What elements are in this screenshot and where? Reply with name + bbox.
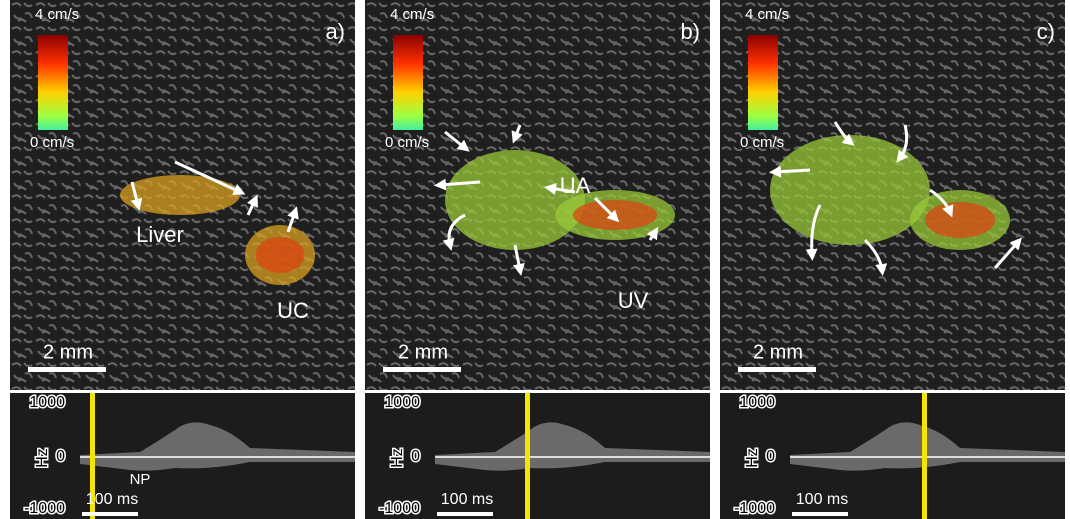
colorbar <box>38 35 68 130</box>
y-tick-label: -1000 <box>379 500 420 517</box>
annotation: UV <box>618 288 649 313</box>
colorbar-max-label: 4 cm/s <box>390 6 434 23</box>
colorbar-max-label: 4 cm/s <box>35 6 79 23</box>
time-cursor <box>525 393 530 519</box>
y-axis-label: Hz <box>744 448 761 468</box>
panel-label: a) <box>325 19 345 44</box>
annotation: Liver <box>136 222 184 247</box>
flow-region <box>445 150 585 250</box>
flow-region-fast <box>925 202 995 238</box>
y-axis-label: Hz <box>389 448 406 468</box>
time-bar <box>437 512 493 516</box>
flow-region <box>770 135 930 245</box>
scale-bar-label: 2 mm <box>753 341 803 363</box>
y-tick-label: 1000 <box>739 394 775 411</box>
colorbar-max-label: 4 cm/s <box>745 6 789 23</box>
panel: 4 cm/s 0 cm/s b) UA UV 2 mm 1000 0 -1000 Hz 100 ms <box>365 0 710 519</box>
panel: 4 cm/s 0 cm/s c) 2 mm 1000 0 -1000 Hz 100 ms <box>720 0 1065 519</box>
colorbar-min-label: 0 cm/s <box>740 134 784 151</box>
y-tick-label: -1000 <box>734 500 775 517</box>
time-bar <box>792 512 848 516</box>
time-bar-label: 100 ms <box>86 491 138 508</box>
panel-label: c) <box>1037 19 1055 44</box>
y-axis-label: Hz <box>34 448 51 468</box>
scale-bar-label: 2 mm <box>43 341 93 363</box>
colorbar-min-label: 0 cm/s <box>30 134 74 151</box>
colorbar-min-label: 0 cm/s <box>385 134 429 151</box>
spectrogram-annotation: NP <box>130 471 151 488</box>
figure: 4 cm/s 0 cm/s a) Liver UC 2 mm 1000 0 -1000 Hz NP 1… <box>0 0 1070 519</box>
flow-region-fast <box>573 200 657 230</box>
time-bar <box>82 512 138 516</box>
flow-region <box>120 175 240 215</box>
colorbar <box>393 35 423 130</box>
scale-bar <box>383 367 461 372</box>
time-bar-label: 100 ms <box>441 491 493 508</box>
scale-bar-label: 2 mm <box>398 341 448 363</box>
y-tick-label: 1000 <box>384 394 420 411</box>
panel: 4 cm/s 0 cm/s a) Liver UC 2 mm 1000 0 -1000 Hz NP 1… <box>10 0 355 519</box>
time-cursor <box>922 393 927 519</box>
y-tick-label: 0 <box>766 448 775 465</box>
scale-bar <box>28 367 106 372</box>
time-bar-label: 100 ms <box>796 491 848 508</box>
y-tick-label: 0 <box>411 448 420 465</box>
annotation: UA <box>560 173 591 198</box>
y-tick-label: 0 <box>56 448 65 465</box>
flow-arrow <box>775 170 810 172</box>
panel-label: b) <box>680 19 700 44</box>
y-tick-label: -1000 <box>24 500 65 517</box>
colorbar <box>748 35 778 130</box>
flow-region-fast <box>256 237 305 273</box>
scale-bar <box>738 367 816 372</box>
y-tick-label: 1000 <box>29 394 65 411</box>
annotation: UC <box>277 298 309 323</box>
